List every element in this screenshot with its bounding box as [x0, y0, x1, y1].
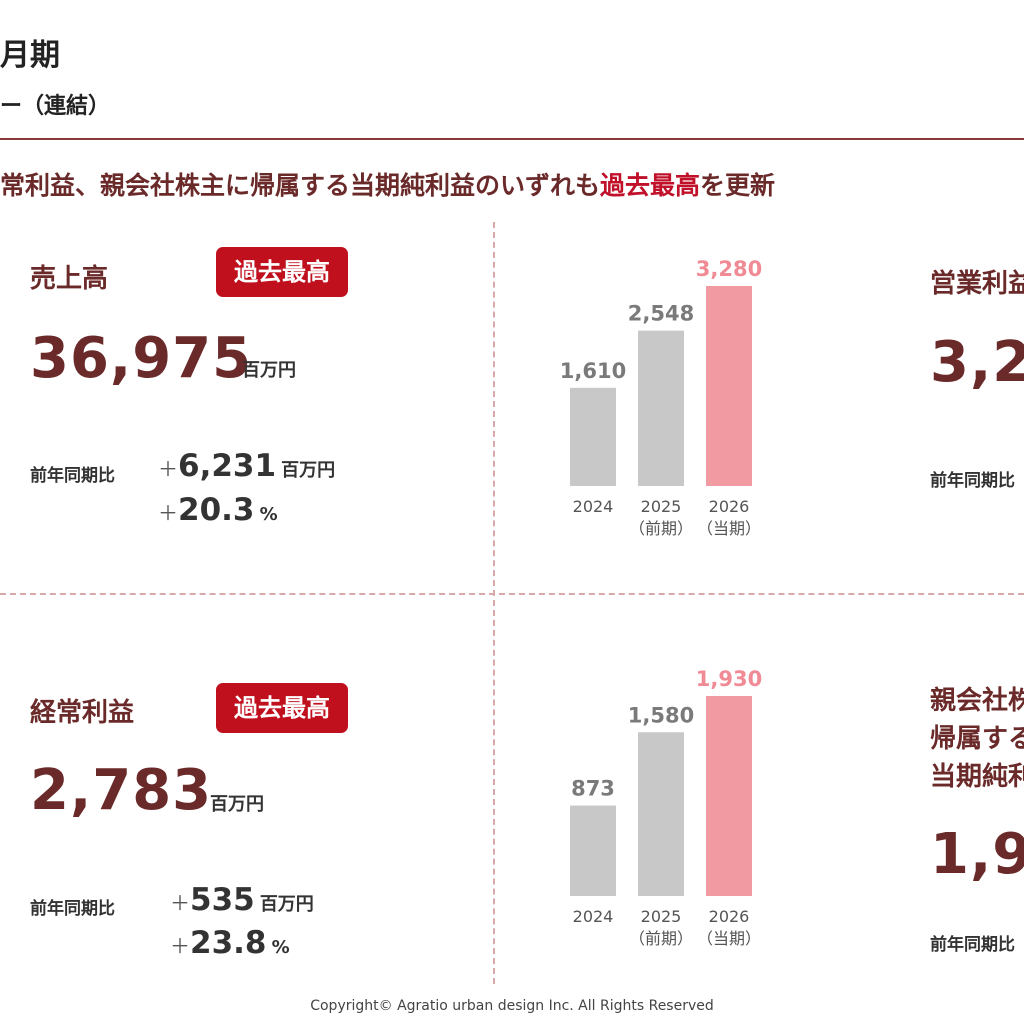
sales-delta-amount: 6,231	[178, 448, 277, 484]
sales-delta-pct-row: ＋20.3 %	[158, 492, 278, 528]
bar-1	[638, 330, 684, 486]
headline-text: 常利益、親会社株主に帰属する当期純利益のいずれも	[0, 171, 601, 200]
ordinary-chart: 873 2024 1,580 2025 （前期） 1,930 2026 （当期）	[570, 667, 762, 948]
headline-highlight: 過去最高	[600, 171, 701, 200]
category-label-1-0: 2025	[641, 907, 682, 926]
category-label-0-0: 2024	[573, 907, 614, 926]
bar-value-label-0: 1,610	[560, 359, 626, 383]
ordinary-delta-amount-row: ＋535 百万円	[170, 882, 314, 918]
operating-value: 3,28	[930, 330, 1024, 395]
category-label-2-0: 2026	[709, 907, 750, 926]
sales-unit: 百万円	[242, 360, 296, 381]
net-label-line3: 当期純利	[930, 762, 1024, 792]
ordinary-record-badge: 過去最高	[216, 683, 348, 733]
ordinary-unit: 百万円	[210, 794, 264, 815]
sales-chart: 1,610 2024 2,548 2025 （前期） 3,280 2026 （当期）	[560, 257, 762, 538]
page-title: 月期	[0, 38, 60, 73]
category-label-1-1: （前期）	[629, 519, 693, 538]
bar-value-label-0: 873	[571, 777, 615, 801]
bar-value-label-1: 2,548	[628, 302, 694, 326]
bar-0	[570, 387, 616, 486]
bar-0	[570, 805, 616, 896]
category-label-2-0: 2026	[709, 497, 750, 516]
header-divider	[0, 138, 1024, 140]
net-yoy-label: 前年同期比	[930, 935, 1015, 955]
copyright: Copyright© Agratio urban design Inc. All…	[310, 998, 714, 1014]
sales-value: 36,975	[30, 326, 253, 391]
operating-label: 営業利益	[930, 269, 1024, 299]
ordinary-value: 2,783	[30, 758, 213, 823]
sales-delta-amount-row: ＋6,231 百万円	[158, 448, 335, 484]
plus-sign: ＋	[170, 891, 190, 915]
category-label-0-0: 2024	[573, 497, 614, 516]
horizontal-divider	[0, 593, 1024, 595]
ordinary-label: 経常利益	[30, 698, 135, 728]
plus-sign: ＋	[158, 501, 178, 525]
ordinary-delta-amount: 535	[190, 882, 255, 918]
sales-label: 売上高	[30, 264, 109, 294]
ordinary-pct-unit: %	[271, 937, 290, 958]
page-subtitle: ー（連結）	[0, 94, 111, 119]
sales-yoy-label: 前年同期比	[30, 466, 115, 486]
bar-2	[706, 286, 752, 486]
ordinary-delta-unit: 百万円	[259, 894, 314, 915]
bar-1	[638, 732, 684, 896]
bar-value-label-1: 1,580	[628, 703, 694, 727]
plus-sign: ＋	[158, 457, 178, 481]
vertical-divider	[493, 222, 495, 984]
sales-pct-unit: %	[259, 504, 278, 525]
bar-value-label-2: 1,930	[696, 667, 762, 691]
category-label-2-1: （当期）	[697, 929, 761, 948]
headline: 常利益、親会社株主に帰属する当期純利益のいずれも過去最高を更新	[0, 166, 775, 202]
category-label-2-1: （当期）	[697, 519, 761, 538]
headline-suffix: を更新	[700, 171, 776, 200]
plus-sign: ＋	[170, 934, 190, 958]
net-label-line2: 帰属する	[930, 724, 1024, 754]
sales-delta-pct: 20.3	[178, 492, 255, 528]
category-label-1-0: 2025	[641, 497, 682, 516]
bar-value-label-2: 3,280	[696, 257, 762, 281]
net-value: 1,93	[930, 822, 1024, 887]
sales-delta-unit: 百万円	[281, 460, 336, 481]
operating-yoy-label: 前年同期比	[930, 471, 1015, 491]
ordinary-yoy-label: 前年同期比	[30, 899, 115, 919]
bar-2	[706, 696, 752, 896]
category-label-1-1: （前期）	[629, 929, 693, 948]
net-label-line1: 親会社株	[930, 686, 1024, 716]
ordinary-delta-pct-row: ＋23.8 %	[170, 925, 290, 961]
sales-record-badge: 過去最高	[216, 247, 348, 297]
ordinary-delta-pct: 23.8	[190, 925, 267, 961]
